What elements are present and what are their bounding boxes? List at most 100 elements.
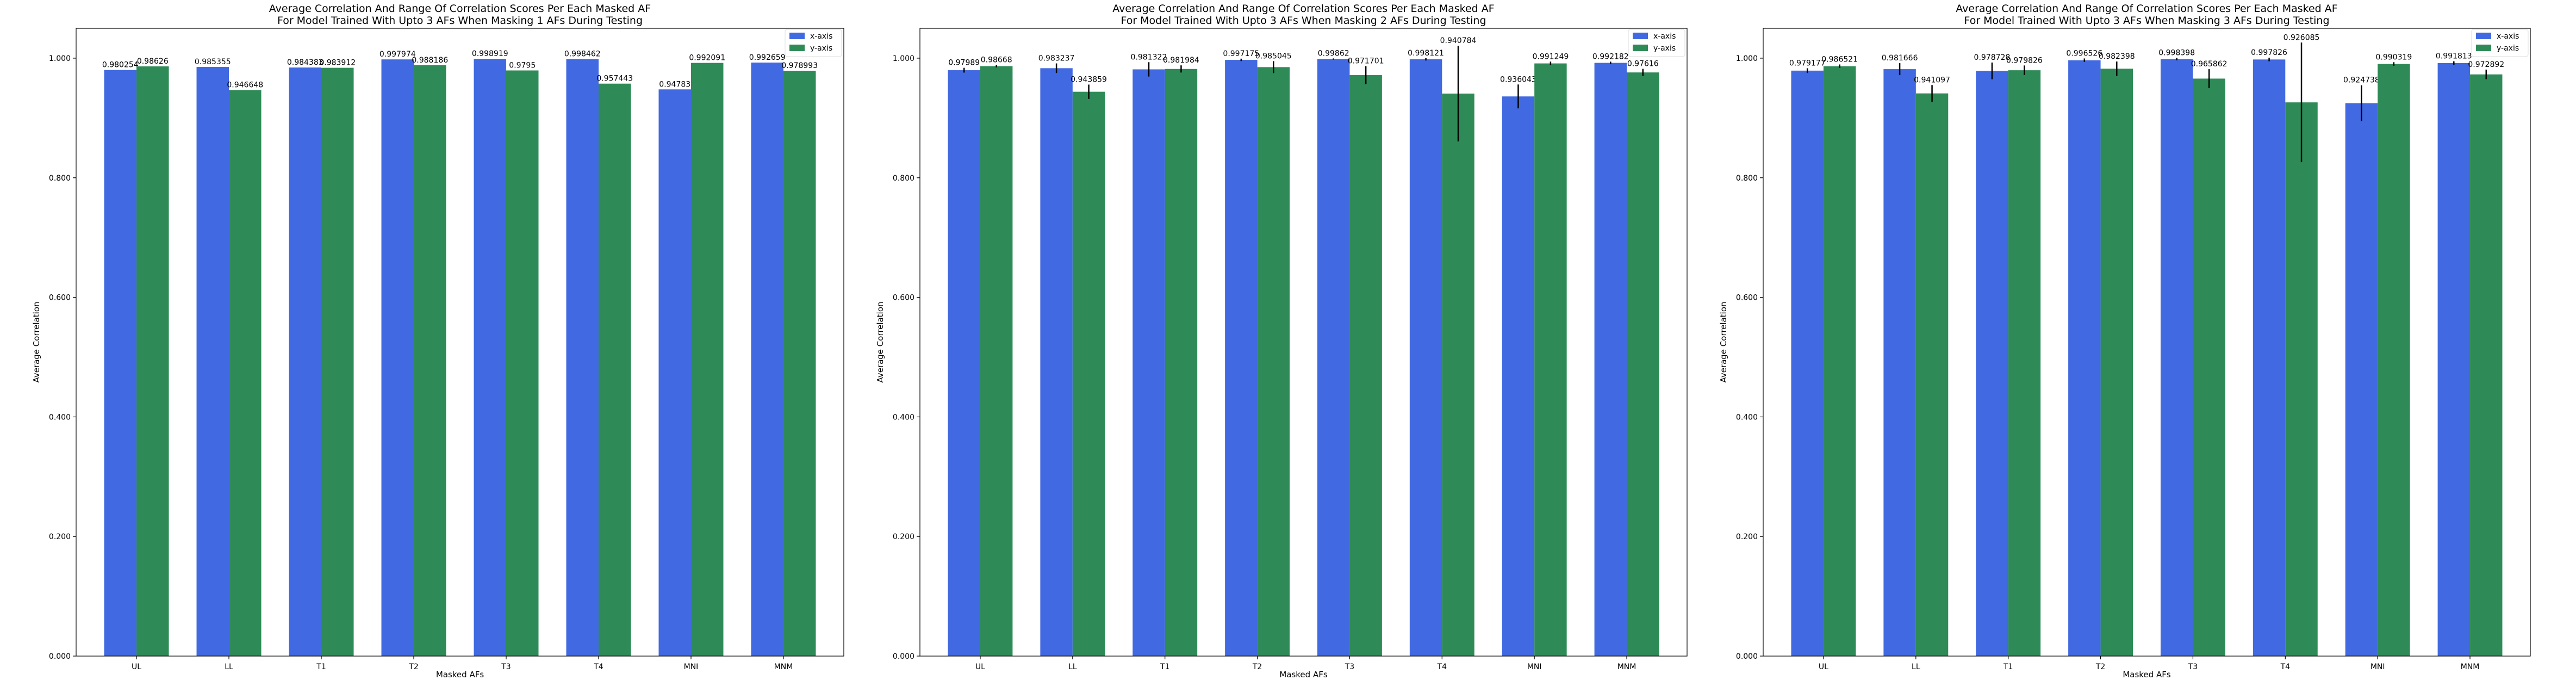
data-label: 0.988186 [412, 56, 448, 65]
data-label: 0.971701 [1348, 57, 1384, 66]
data-label: 0.98668 [981, 55, 1012, 64]
y-tick-label: 0.800 [893, 174, 914, 183]
bar-x-axis-MNM [2437, 63, 2471, 656]
y-tick-label: 0.600 [49, 294, 71, 302]
bar-x-axis-T1 [1976, 71, 2008, 657]
legend-label: y-axis [1653, 44, 1676, 53]
bar-y-axis-T3 [2193, 78, 2225, 656]
x-tick-label: UL [975, 663, 985, 671]
bar-x-axis-T4 [2253, 59, 2286, 657]
bar-x-axis-MNM [751, 63, 783, 656]
y-tick-label: 0.000 [49, 652, 71, 661]
chart-subtitle: For Model Trained With Upto 3 AFs When M… [1121, 15, 1486, 27]
data-label: 0.998121 [1408, 49, 1444, 58]
y-tick-label: 0.800 [1736, 174, 1758, 183]
data-label: 0.965862 [2191, 60, 2227, 69]
chart-subtitle: For Model Trained With Upto 3 AFs When M… [1964, 15, 2329, 27]
legend: x-axis y-axis [2471, 29, 2529, 57]
x-tick-label: T3 [1345, 663, 1354, 671]
bar-x-axis-T2 [2068, 60, 2101, 656]
x-axis-label: Masked AFs [436, 670, 484, 679]
data-label: 0.997175 [1223, 50, 1259, 58]
bar-y-axis-T3 [1349, 75, 1382, 657]
data-label: 0.979826 [2006, 56, 2043, 65]
data-label: 0.992091 [689, 54, 725, 63]
y-axis-label: Average Correlation [875, 301, 885, 382]
data-label: 0.946648 [227, 81, 263, 90]
bar-x-axis-LL [196, 67, 229, 656]
legend-label: x-axis [1653, 32, 1676, 41]
data-label: 0.941097 [1914, 76, 1950, 84]
bar-y-axis-UL [1823, 66, 1856, 656]
bar-y-axis-T2 [1257, 67, 1290, 656]
y-tick-label: 0.000 [1736, 652, 1758, 661]
x-tick-label: MNM [2461, 663, 2480, 671]
bar-x-axis-UL [104, 70, 137, 656]
data-label: 0.926085 [2283, 33, 2320, 42]
y-tick-label: 0.400 [1736, 413, 1758, 422]
y-tick-label: 0.200 [49, 533, 71, 541]
data-label: 0.983912 [319, 59, 356, 67]
x-tick-label: MNM [774, 663, 793, 671]
data-label: 0.936043 [1500, 75, 1536, 84]
bar-x-axis-UL [1791, 70, 1824, 656]
data-label: 0.985045 [1255, 52, 1292, 60]
data-label: 0.979177 [1789, 59, 1826, 67]
legend-swatch [789, 33, 805, 39]
bar-x-axis-T4 [1409, 59, 1442, 657]
bar-y-axis-T1 [321, 67, 354, 656]
bar-x-axis-T3 [1317, 59, 1350, 656]
plot-frame [919, 28, 1688, 657]
bar-x-axis-T2 [381, 59, 414, 656]
legend-swatch [1633, 45, 1648, 51]
bar-x-axis-UL [948, 70, 980, 657]
bar-x-axis-LL [1883, 69, 1916, 657]
bar-x-axis-T3 [474, 59, 506, 656]
data-label: 0.985355 [195, 58, 231, 66]
data-label: 0.940784 [1440, 36, 1477, 45]
bar-y-axis-LL [229, 90, 262, 657]
data-label: 0.998398 [2158, 49, 2195, 58]
bar-x-axis-MNM [1594, 63, 1627, 657]
bar-x-axis-T1 [1133, 69, 1165, 657]
data-label: 0.981666 [1882, 54, 1918, 63]
legend: x-axis y-axis [1628, 29, 1685, 57]
bar-x-axis-MNI [658, 89, 691, 657]
data-label: 0.991249 [1532, 52, 1569, 61]
data-label: 0.981322 [1131, 53, 1167, 61]
bar-y-axis-MNI [2378, 64, 2410, 656]
y-tick-label: 0.800 [49, 174, 71, 183]
data-label: 0.97616 [1627, 60, 1659, 69]
x-tick-label: T3 [501, 663, 511, 671]
legend-label: x-axis [2497, 32, 2519, 41]
bar-y-axis-MNM [1627, 72, 1659, 656]
data-label: 0.98626 [137, 57, 169, 66]
bar-x-axis-T3 [2160, 59, 2193, 657]
bar-x-axis-T4 [566, 59, 599, 657]
data-label: 0.978728 [1974, 53, 2011, 62]
data-label: 0.978993 [781, 61, 818, 70]
x-tick-label: MNM [1617, 663, 1637, 671]
data-label: 0.957443 [596, 75, 633, 83]
chart-panel-1: Average Correlation And Range Of Correla… [32, 3, 844, 679]
x-tick-label: T4 [1437, 663, 1447, 671]
bar-y-axis-T4 [598, 83, 631, 656]
chart-panel-3: Average Correlation And Range Of Correla… [1719, 3, 2531, 679]
bar-y-axis-T2 [414, 65, 446, 657]
bar-y-axis-MNI [1534, 63, 1567, 656]
x-tick-label: T2 [1252, 663, 1262, 671]
y-tick-label: 0.600 [1736, 294, 1758, 302]
chart-title: Average Correlation And Range Of Correla… [1956, 3, 2337, 15]
data-label: 0.972892 [2468, 60, 2504, 69]
x-axis-label: Masked AFs [1279, 670, 1328, 679]
legend: x-axis y-axis [785, 29, 842, 57]
x-tick-label: MNI [2370, 663, 2385, 671]
y-tick-label: 0.400 [893, 413, 914, 422]
bar-y-axis-T1 [1165, 69, 1198, 657]
legend-label: y-axis [2497, 44, 2519, 53]
bar-y-axis-UL [136, 66, 169, 656]
legend-swatch [2476, 33, 2491, 39]
x-tick-label: UL [132, 663, 141, 671]
legend-swatch [1633, 33, 1648, 39]
y-tick-label: 0.600 [893, 294, 914, 302]
